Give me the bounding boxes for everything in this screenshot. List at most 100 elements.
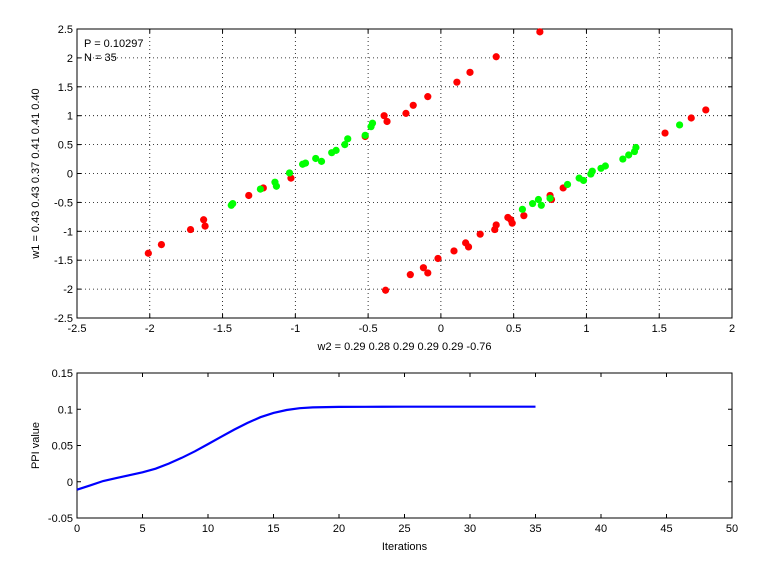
red-data-point <box>466 68 474 76</box>
red-data-point <box>157 240 166 249</box>
red-data-point <box>383 117 391 126</box>
red-data-point <box>409 101 417 109</box>
green-data-point <box>285 169 294 177</box>
red-data-point <box>702 106 710 114</box>
x-tick-label: 35 <box>529 523 541 535</box>
y-tick-label: 0.15 <box>52 368 73 380</box>
x-tick-label: 1 <box>583 323 589 335</box>
green-data-point <box>579 176 588 185</box>
red-data-point <box>687 114 695 122</box>
x-tick-label: -1.5 <box>213 323 232 335</box>
green-data-point <box>625 151 633 159</box>
x-tick-label: 0.5 <box>506 323 521 335</box>
green-data-point <box>229 199 237 208</box>
green-data-point <box>619 155 627 163</box>
y-tick-label: 0.5 <box>58 140 73 152</box>
green-data-point <box>676 121 684 129</box>
line-x-ticks: 0 5 10 15 20 25 30 35 40 45 50 <box>74 373 738 535</box>
red-data-point <box>508 219 516 227</box>
red-data-point <box>434 254 442 263</box>
green-data-point <box>332 146 340 154</box>
green-data-point <box>534 195 543 204</box>
ppi-value-line <box>76 405 536 491</box>
scatter-y-ticks: -2.5 -2 -1.5 -1 -0.5 0 0.5 1 1.5 2 2.5 <box>54 24 732 325</box>
y-tick-label: 2 <box>67 53 73 65</box>
x-tick-label: 2 <box>729 323 735 335</box>
x-tick-label: 15 <box>267 523 279 535</box>
red-data-point <box>381 286 390 294</box>
red-data-point <box>424 93 432 101</box>
x-tick-label: 0 <box>74 523 80 535</box>
scatter-points <box>144 28 710 294</box>
green-data-point <box>588 167 596 175</box>
red-data-point <box>492 53 500 61</box>
x-tick-label: -2.5 <box>68 323 87 335</box>
x-tick-label: -0.5 <box>359 323 378 335</box>
ppi-series <box>76 405 536 491</box>
line-plot-area <box>76 372 733 519</box>
x-tick-label: 5 <box>139 523 145 535</box>
x-tick-label: 30 <box>464 523 476 535</box>
red-data-point <box>464 243 473 251</box>
red-data-point <box>476 230 484 238</box>
green-data-point <box>601 162 609 170</box>
green-data-point <box>361 131 369 139</box>
x-tick-label: 40 <box>595 523 607 535</box>
y-tick-label: -1.5 <box>54 255 73 267</box>
n-count-annotation: N = 35 <box>84 52 117 64</box>
green-data-point <box>256 185 264 193</box>
y-tick-label: -2 <box>63 284 73 296</box>
y-tick-label: -0.05 <box>48 513 73 525</box>
red-data-point <box>453 78 461 86</box>
scatter-plot-area <box>76 28 733 319</box>
y-tick-label: 0.1 <box>58 404 73 416</box>
x-tick-label: 25 <box>398 523 410 535</box>
scatter-grid <box>77 29 732 318</box>
x-tick-label: 45 <box>660 523 672 535</box>
green-data-point <box>632 143 640 152</box>
red-data-point <box>492 221 500 229</box>
green-data-point <box>272 182 281 190</box>
line-y-ticks: -0.05 0 0.05 0.1 0.15 <box>48 368 732 525</box>
red-data-point <box>402 109 410 117</box>
green-data-point <box>528 199 537 208</box>
red-data-point <box>424 269 432 277</box>
red-data-point <box>536 28 544 36</box>
red-data-point <box>245 191 253 200</box>
y-tick-label: -2.5 <box>54 313 73 325</box>
red-data-point <box>406 271 414 279</box>
red-data-point <box>419 264 428 272</box>
x-tick-label: 1.5 <box>652 323 667 335</box>
green-data-point <box>518 205 527 213</box>
line-y-axis-label: PPI value <box>30 422 42 469</box>
y-tick-label: 0.05 <box>52 441 73 453</box>
green-data-point <box>344 135 352 143</box>
red-data-point <box>661 129 669 137</box>
line-x-axis-label: Iterations <box>382 541 428 553</box>
y-tick-label: -0.5 <box>54 197 73 209</box>
y-tick-label: 1.5 <box>58 82 73 94</box>
y-tick-label: 0 <box>67 169 73 181</box>
red-data-point <box>201 222 209 230</box>
red-data-point <box>200 216 208 224</box>
green-data-point <box>312 154 320 163</box>
p-value-annotation: P = 0.10297 <box>84 38 143 50</box>
scatter-y-axis-label: w1 = 0.43 0.43 0.37 0.41 0.41 0.40 <box>30 88 42 259</box>
green-data-point <box>563 180 572 189</box>
x-tick-label: 0 <box>438 323 444 335</box>
green-data-point <box>341 141 349 149</box>
red-data-point <box>520 212 528 220</box>
scatter-chart: -2.5 -2 -1.5 -1 -0.5 0 0.5 1 1.5 2 -2.5 -2 -1.5 -1 -0… <box>30 24 735 353</box>
y-tick-label: 2.5 <box>58 24 73 36</box>
green-data-point <box>546 194 554 202</box>
red-data-point <box>186 225 195 234</box>
x-tick-label: -1 <box>290 323 300 335</box>
y-tick-label: 1 <box>67 111 73 123</box>
x-tick-label: -2 <box>145 323 155 335</box>
red-data-point <box>144 249 152 257</box>
scatter-x-axis-label: w2 = 0.29 0.28 0.29 0.29 0.29 -0.76 <box>317 341 492 353</box>
x-tick-label: 10 <box>202 523 214 535</box>
green-data-point <box>537 201 545 209</box>
